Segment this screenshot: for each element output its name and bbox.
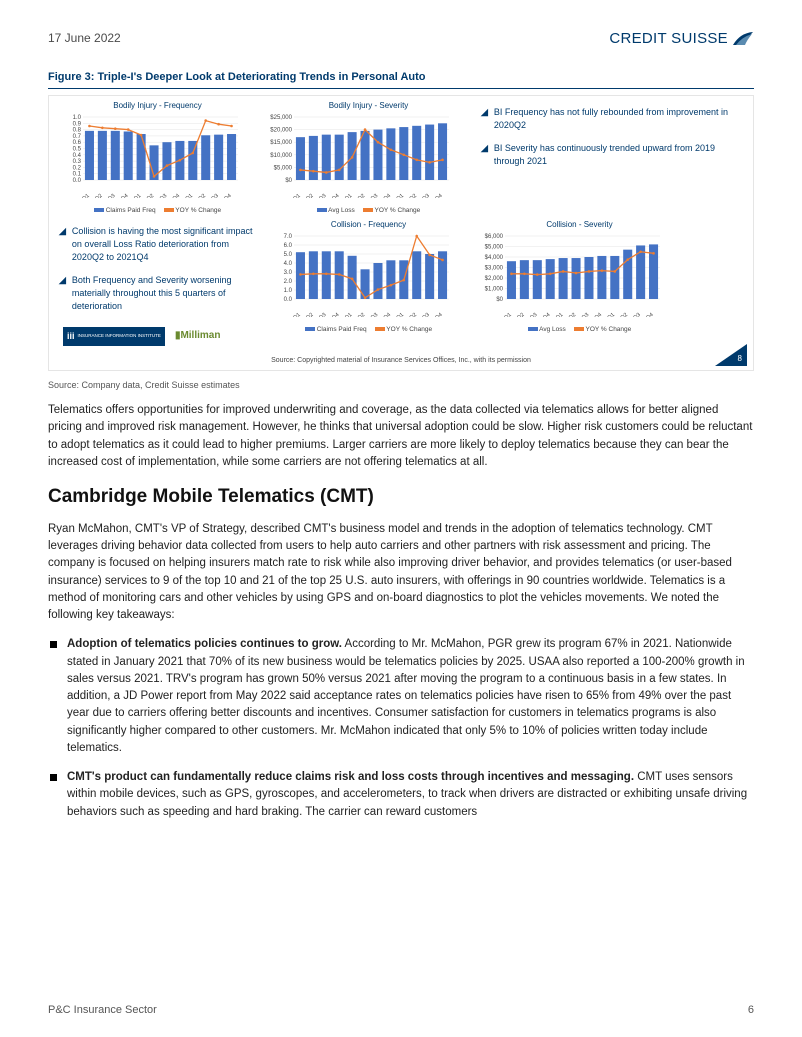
figure-panel: Bodily Injury - Frequency 1.00.90.80.70.… — [48, 95, 754, 371]
legend-line: YOY % Change — [175, 207, 221, 214]
bullet-icon — [50, 774, 57, 781]
svg-text:2019 Q1: 2019 Q1 — [282, 312, 302, 317]
sail-icon — [732, 31, 754, 47]
svg-text:$5,000: $5,000 — [274, 166, 293, 172]
svg-text:1.0: 1.0 — [284, 288, 293, 294]
callout-item: ◢Collision is having the most significan… — [59, 225, 256, 264]
callouts-left: ◢Collision is having the most significan… — [55, 219, 260, 352]
svg-text:7.0: 7.0 — [284, 234, 293, 240]
slide-corner: 8 — [715, 344, 747, 366]
svg-text:0.1: 0.1 — [73, 172, 82, 178]
svg-text:0.9: 0.9 — [73, 122, 82, 128]
svg-text:4.0: 4.0 — [284, 261, 293, 267]
callout-item: ◢Both Frequency and Severity worsening m… — [59, 274, 256, 313]
svg-text:2.0: 2.0 — [284, 279, 293, 285]
svg-text:$5,000: $5,000 — [485, 245, 504, 251]
callout-item: ◢BI Frequency has not fully rebounded fr… — [481, 106, 733, 132]
footer-left: P&C Insurance Sector — [48, 1003, 157, 1019]
legend-bar: Claims Paid Freq — [106, 207, 156, 214]
chart-title: Collision - Frequency — [266, 219, 471, 231]
svg-text:2019 Q1: 2019 Q1 — [71, 193, 91, 198]
svg-text:0.5: 0.5 — [73, 147, 82, 153]
callout-text: Collision is having the most significant… — [72, 225, 256, 264]
svg-text:3.0: 3.0 — [284, 270, 293, 276]
svg-text:0.7: 0.7 — [73, 134, 82, 140]
chart-title: Collision - Severity — [477, 219, 682, 231]
milliman-text: Milliman — [180, 330, 220, 341]
legend-line: YOY % Change — [586, 326, 632, 333]
chart-bi-frequency: Bodily Injury - Frequency 1.00.90.80.70.… — [55, 100, 260, 215]
chart-legend: Claims Paid Freq YOY % Change — [55, 206, 260, 215]
svg-text:0.6: 0.6 — [73, 140, 82, 146]
svg-text:$20,000: $20,000 — [270, 128, 292, 134]
slide-number: 8 — [738, 353, 742, 365]
chart-bi-severity: Bodily Injury - Severity $25,000 $20,000 $… — [266, 100, 471, 215]
figure-title: Figure 3: Triple-I's Deeper Look at Dete… — [48, 70, 754, 89]
brand-text: CREDIT SUISSE — [609, 28, 728, 50]
callout-text: BI Frequency has not fully rebounded fro… — [494, 106, 733, 132]
legend-line: YOY % Change — [386, 326, 432, 333]
milliman-logo: ▮Milliman — [175, 329, 221, 344]
legend-bar: Claims Paid Freq — [317, 326, 367, 333]
callout-text: Both Frequency and Severity worsening ma… — [72, 274, 256, 313]
svg-text:0.2: 0.2 — [73, 166, 82, 172]
chart-collision-severity: Collision - Severity $6,000 $5,000 $4,000 $… — [477, 219, 682, 334]
source-line: Source: Company data, Credit Suisse esti… — [48, 379, 754, 392]
paragraph-cmt-intro: Ryan McMahon, CMT's VP of Strategy, desc… — [48, 521, 754, 625]
bullet-lead: CMT's product can fundamentally reduce c… — [67, 771, 634, 783]
svg-text:5.0: 5.0 — [284, 252, 293, 258]
chart-title: Bodily Injury - Severity — [266, 100, 471, 112]
callouts-right: ◢BI Frequency has not fully rebounded fr… — [477, 100, 737, 184]
bullet-item: Adoption of telematics policies continue… — [48, 636, 754, 757]
bullet-body: According to Mr. McMahon, PGR grew its p… — [67, 638, 745, 754]
footer-page-number: 6 — [748, 1003, 754, 1019]
svg-text:$0: $0 — [496, 297, 503, 303]
paragraph-telematics: Telematics offers opportunities for impr… — [48, 402, 754, 471]
svg-text:$0: $0 — [285, 178, 292, 184]
svg-text:$10,000: $10,000 — [270, 153, 292, 159]
svg-text:1.0: 1.0 — [73, 115, 82, 121]
logo-bar: iii INSURANCE INFORMATION INSTITUTE ▮Mil… — [59, 323, 256, 346]
chart-title: Bodily Injury - Frequency — [55, 100, 260, 112]
callout-item: ◢BI Severity has continuously trended up… — [481, 142, 733, 168]
legend-bar: Avg Loss — [539, 326, 566, 333]
legend-bar: Avg Loss — [328, 207, 355, 214]
page-footer: P&C Insurance Sector 6 — [48, 1003, 754, 1019]
svg-text:$6,000: $6,000 — [485, 234, 504, 240]
page-header: 17 June 2022 CREDIT SUISSE — [48, 28, 754, 50]
section-heading-cmt: Cambridge Mobile Telematics (CMT) — [48, 483, 754, 511]
callout-text: BI Severity has continuously trended upw… — [494, 142, 733, 168]
svg-text:$3,000: $3,000 — [485, 266, 504, 272]
svg-text:$2,000: $2,000 — [485, 276, 504, 282]
svg-text:$1,000: $1,000 — [485, 287, 504, 293]
chart-legend: Avg Loss YOY % Change — [477, 325, 682, 334]
brand-logo: CREDIT SUISSE — [609, 28, 754, 50]
svg-text:$4,000: $4,000 — [485, 255, 504, 261]
bullet-icon — [50, 641, 57, 648]
chart-legend: Avg Loss YOY % Change — [266, 206, 471, 215]
figure-source-text: Source: Copyrighted material of Insuranc… — [271, 357, 531, 364]
report-date: 17 June 2022 — [48, 30, 121, 47]
chart-legend: Claims Paid Freq YOY % Change — [266, 325, 471, 334]
svg-text:0.8: 0.8 — [73, 128, 82, 134]
legend-line: YOY % Change — [375, 207, 421, 214]
svg-text:0.0: 0.0 — [284, 297, 293, 303]
svg-text:0.3: 0.3 — [73, 159, 82, 165]
bullet-item: CMT's product can fundamentally reduce c… — [48, 769, 754, 821]
chart-collision-frequency: Collision - Frequency 7.0 6.0 5.0 4.0 3.0 2.0… — [266, 219, 471, 334]
svg-text:2019 Q1: 2019 Q1 — [282, 193, 302, 198]
iii-text: INSURANCE INFORMATION INSTITUTE — [78, 334, 161, 339]
svg-text:$25,000: $25,000 — [270, 115, 292, 121]
svg-text:0.4: 0.4 — [73, 153, 82, 159]
svg-text:$15,000: $15,000 — [270, 140, 292, 146]
figure-source: Source: Copyrighted material of Insuranc… — [55, 356, 747, 366]
svg-text:2019 Q1: 2019 Q1 — [493, 312, 513, 317]
svg-text:0.0: 0.0 — [73, 178, 82, 184]
iii-logo: iii INSURANCE INFORMATION INSTITUTE — [63, 327, 165, 346]
svg-text:6.0: 6.0 — [284, 243, 293, 249]
bullet-lead: Adoption of telematics policies continue… — [67, 638, 342, 650]
